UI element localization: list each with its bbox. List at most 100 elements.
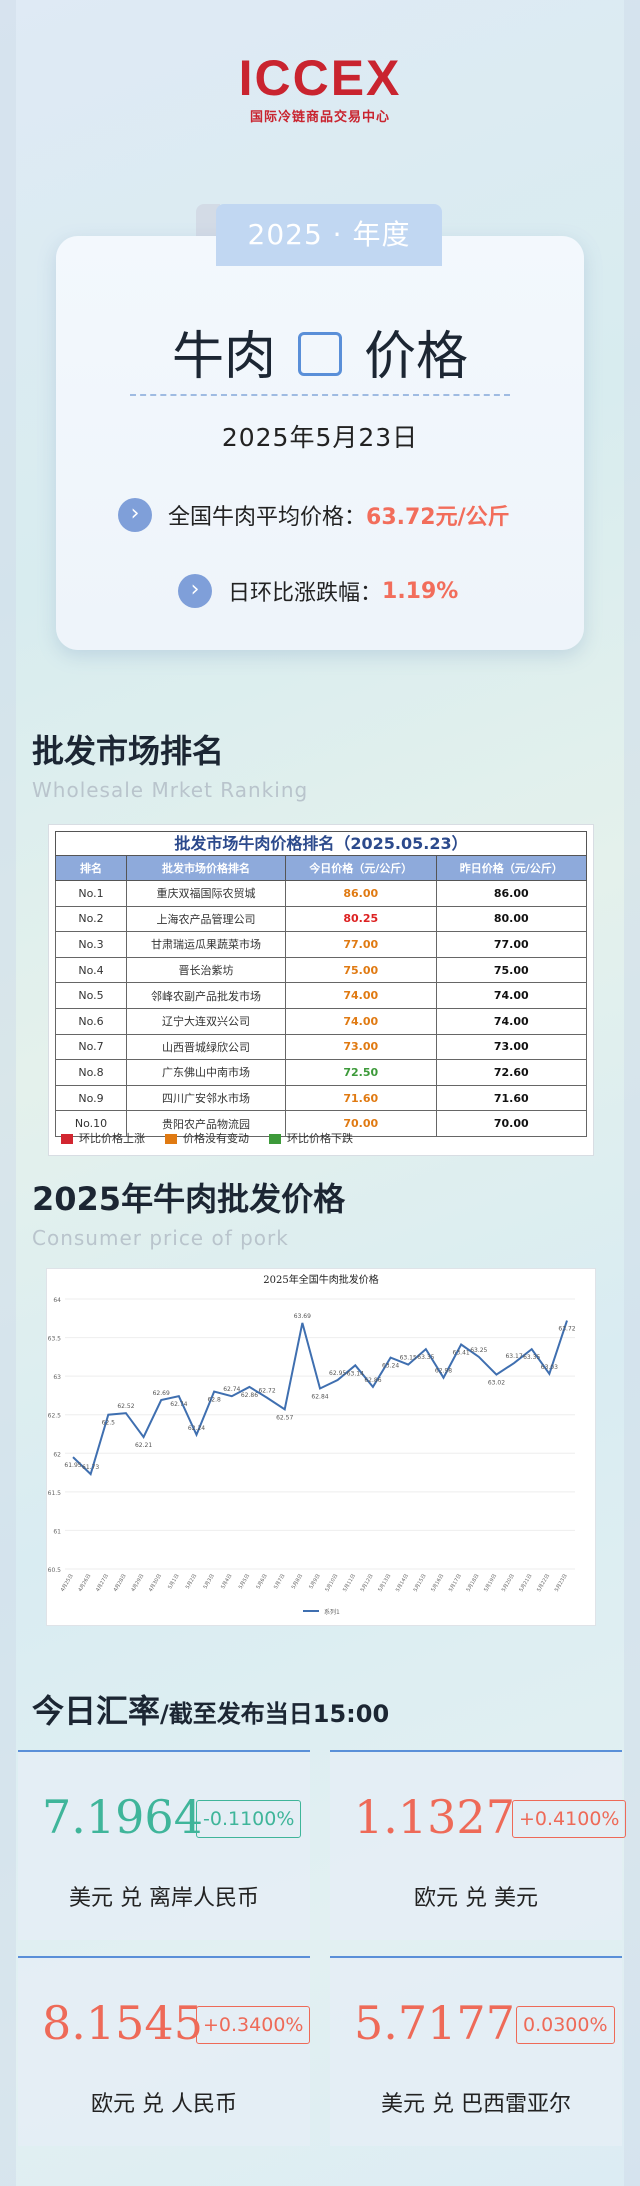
table-row: No.3 甘肃瑞运瓜果蔬菜市场 77.00 77.00 <box>55 931 587 958</box>
iccex-logo: ICCEX 国际冷链商品交易中心 <box>0 52 640 125</box>
avg-price-row: › 全国牛肉平均价格： 63.72元/公斤 <box>118 498 510 532</box>
rank-cell: No.2 <box>55 905 127 933</box>
data-label: 63.15 <box>400 1355 417 1362</box>
title-beef: 牛肉 <box>171 327 276 387</box>
today-price-cell: 74.00 <box>285 1007 437 1035</box>
x-tick-label: 5月22日 <box>536 1573 551 1593</box>
logo-mark: ICCEX <box>238 50 402 106</box>
data-label: 63.69 <box>294 1313 311 1320</box>
data-label: 63.02 <box>488 1380 505 1387</box>
col-rank: 排名 <box>55 855 127 881</box>
exchange-rate: 7.1964 <box>42 1790 203 1844</box>
data-label: 62.8 <box>207 1397 221 1404</box>
exchange-pair: 欧元 兑 人民币 <box>91 2092 237 2117</box>
title-price: 价格 <box>364 327 469 387</box>
data-label: 63.17 <box>505 1353 522 1360</box>
exchange-card-eur-usd: 1.1327 +0.4100% 欧元 兑 美元 <box>330 1750 627 1940</box>
ranking-table: 排名 批发市场价格排名 今日价格（元/公斤） 昨日价格（元/公斤） No.1 重庆… <box>55 855 587 1137</box>
data-label: 62.86 <box>364 1377 381 1384</box>
checkbox-square-icon <box>298 332 342 376</box>
y-tick-label: 64 <box>53 1297 61 1304</box>
exchange-pair: 美元 兑 巴西雷亚尔 <box>381 2092 571 2117</box>
data-label: 63.03 <box>541 1364 558 1371</box>
left-decor-strip <box>0 0 16 2186</box>
rank-cell: No.6 <box>55 1007 127 1035</box>
x-tick-label: 5月1日 <box>167 1573 180 1590</box>
x-tick-label: 5月3日 <box>202 1573 215 1590</box>
table-row: No.1 重庆双福国际农贸城 86.00 86.00 <box>55 880 587 907</box>
legend-item: 环比价格下跌 <box>269 1130 353 1146</box>
exchange-rate: 5.7177 <box>354 1996 515 2050</box>
x-tick-label: 4月26日 <box>77 1573 92 1593</box>
x-tick-label: 4月30日 <box>148 1573 163 1593</box>
legend-swatch <box>61 1134 73 1144</box>
market-cell: 广东佛山中南市场 <box>126 1059 286 1086</box>
exchange-change-badge: +0.4100% <box>512 1800 627 1838</box>
x-tick-label: 5月4日 <box>220 1573 233 1590</box>
exchange-pair: 美元 兑 离岸人民币 <box>69 1886 259 1911</box>
today-price-cell: 72.50 <box>285 1059 437 1086</box>
yesterday-price-cell: 73.00 <box>435 1033 587 1061</box>
data-label: 62.98 <box>435 1368 452 1375</box>
table-row: No.10 贵阳农产品物流园 70.00 70.00 <box>55 1110 587 1137</box>
yesterday-price-cell: 70.00 <box>435 1110 587 1137</box>
daily-change-label: 日环比涨跌幅： <box>228 581 383 606</box>
legend-label: 环比价格上涨 <box>79 1132 145 1145</box>
yesterday-price-cell: 74.00 <box>435 1007 587 1035</box>
x-tick-label: 5月9日 <box>308 1573 321 1590</box>
exchange-change-badge: 0.0300% <box>516 2006 615 2044</box>
data-label: 62.57 <box>276 1414 293 1421</box>
exchange-pair: 欧元 兑 美元 <box>414 1886 538 1911</box>
avg-price-value: 63.72元/公斤 <box>366 505 510 530</box>
yesterday-price-cell: 86.00 <box>435 880 587 907</box>
data-label: 63.14 <box>347 1370 364 1377</box>
chevron-right-icon: › <box>118 498 152 532</box>
legend-swatch <box>165 1134 177 1144</box>
wholesale-subheading: Wholesale Mrket Ranking <box>32 778 309 802</box>
table-row: No.9 四川广安邻水市场 71.60 71.60 <box>55 1084 587 1112</box>
report-date: 2025年5月23日 <box>221 423 419 452</box>
data-label: 62.5 <box>102 1420 116 1427</box>
yesterday-price-cell: 72.60 <box>435 1059 587 1086</box>
x-tick-label: 5月15日 <box>413 1573 428 1593</box>
data-label: 62.21 <box>135 1442 152 1449</box>
data-label: 61.73 <box>82 1464 99 1471</box>
x-tick-label: 5月12日 <box>360 1573 375 1593</box>
x-tick-label: 4月28日 <box>113 1573 128 1593</box>
x-tick-label: 5月19日 <box>483 1573 498 1593</box>
table-row: No.8 广东佛山中南市场 72.50 72.60 <box>55 1059 587 1086</box>
data-label: 63.24 <box>382 1363 399 1370</box>
today-price-cell: 86.00 <box>285 880 437 907</box>
x-tick-label: 5月20日 <box>501 1573 516 1593</box>
exchange-subtitle: /截至发布当日15:00 <box>160 1700 390 1728</box>
chart-title: 2025年全国牛肉批发价格 <box>263 1273 378 1286</box>
right-decor-strip <box>624 0 640 2186</box>
exchange-rate: 1.1327 <box>354 1790 515 1844</box>
yesterday-price-cell: 77.00 <box>435 931 587 958</box>
legend-swatch <box>269 1134 281 1144</box>
exchange-card-usd-cnh: 7.1964 -0.1100% 美元 兑 离岸人民币 <box>18 1750 310 1940</box>
legend-item: 价格没有变动 <box>165 1130 249 1146</box>
x-tick-label: 5月16日 <box>430 1573 445 1593</box>
price-line-chart: 2025年全国牛肉批发价格 60.5 61 61.5 62 62.5 63 63.5 64 4月2… <box>48 1273 576 1616</box>
exchange-card-eur-cny: 8.1545 +0.3400% 欧元 兑 人民币 <box>18 1956 311 2146</box>
rank-cell: No.7 <box>55 1033 127 1061</box>
yesterday-price-cell: 71.60 <box>435 1084 587 1112</box>
wholesale-heading: 批发市场排名 <box>32 732 225 770</box>
table-row: No.2 上海农产品管理公司 80.25 80.00 <box>55 905 587 933</box>
legend-label: 价格没有变动 <box>183 1132 249 1145</box>
market-cell: 甘肃瑞运瓜果蔬菜市场 <box>126 931 286 958</box>
data-label: 62.72 <box>258 1388 275 1395</box>
yesterday-price-cell: 80.00 <box>435 905 587 933</box>
market-cell: 山西晋城绿欣公司 <box>126 1033 286 1061</box>
x-tick-label: 5月8日 <box>291 1573 304 1590</box>
logo-subtitle: 国际冷链商品交易中心 <box>249 110 390 125</box>
rank-cell: No.8 <box>55 1059 127 1086</box>
table-row: No.7 山西晋城绿欣公司 73.00 73.00 <box>55 1033 587 1061</box>
today-price-cell: 70.00 <box>285 1110 437 1137</box>
price-chart-image: 2025年全国牛肉批发价格 60.5 61 61.5 62 62.5 63 63.5 64 4月2… <box>46 1268 596 1626</box>
rank-cell: No.10 <box>55 1110 127 1137</box>
x-tick-label: 5月6日 <box>255 1573 268 1590</box>
rank-cell: No.3 <box>55 931 127 958</box>
today-price-cell: 73.00 <box>285 1033 437 1061</box>
